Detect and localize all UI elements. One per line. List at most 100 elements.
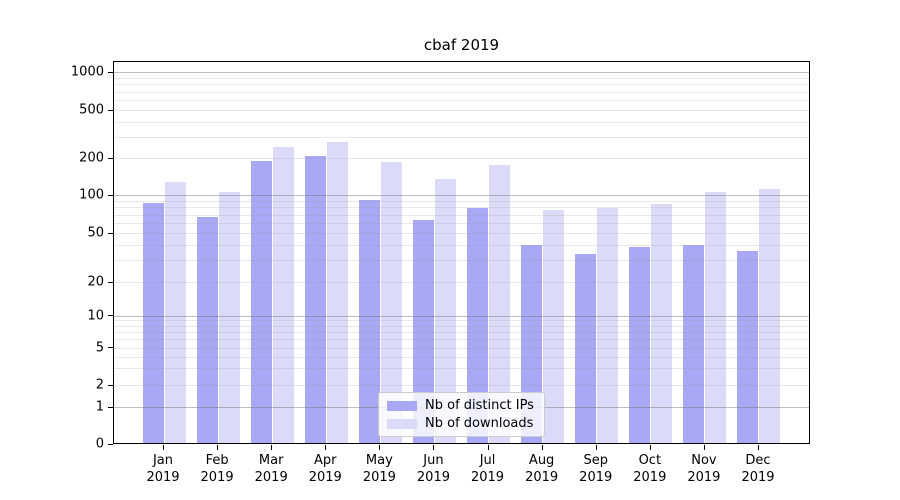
y-gridline (114, 385, 809, 386)
x-tick-label: Jun 2019 (416, 453, 450, 485)
y-gridline (114, 339, 809, 341)
legend: Nb of distinct IPs Nb of downloads (378, 392, 545, 437)
y-gridline (114, 214, 809, 216)
y-axis-tick (108, 406, 113, 408)
bar-distinct-ips-feb (196, 216, 218, 443)
bar-downloads-feb (218, 191, 240, 443)
y-gridline (114, 100, 809, 101)
bar-downloads-aug (543, 209, 565, 443)
y-gridline (114, 72, 809, 73)
y-tick-label: 1000 (70, 64, 104, 80)
bar-distinct-ips-oct (629, 246, 651, 443)
bar-downloads-apr (326, 142, 348, 443)
y-axis-tick (108, 281, 113, 283)
y-gridline (114, 91, 809, 93)
y-gridline (114, 320, 809, 322)
bar-downloads-jun (434, 178, 456, 443)
x-axis-tick (217, 445, 219, 450)
bar-downloads-jan (164, 182, 186, 443)
bar-downloads-oct (651, 204, 673, 443)
chart-title: cbaf 2019 (423, 36, 500, 54)
x-tick-label: Oct 2019 (633, 453, 667, 485)
y-gridline (114, 331, 809, 333)
y-gridline (114, 200, 809, 202)
x-tick-label: Sep 2019 (579, 453, 613, 485)
x-tick-label: May 2019 (362, 453, 396, 485)
x-axis-tick (163, 445, 164, 450)
x-tick-label: Jan 2019 (146, 453, 180, 485)
y-gridline (114, 368, 809, 370)
y-gridline (114, 84, 809, 86)
y-axis-tick (108, 347, 113, 348)
y-axis-tick (108, 443, 113, 445)
x-axis-tick (757, 445, 759, 450)
y-tick-label: 2 (95, 377, 104, 393)
y-gridline (114, 223, 809, 224)
legend-label-downloads: Nb of downloads (425, 416, 534, 431)
bar-downloads-jul (489, 165, 511, 443)
bar-distinct-ips-jun (412, 220, 434, 443)
x-axis-tick (595, 445, 597, 450)
x-axis-tick (433, 445, 435, 450)
y-gridline (114, 195, 809, 196)
y-gridline (114, 260, 809, 262)
y-tick-label: 200 (79, 150, 104, 166)
y-gridline (114, 356, 809, 358)
legend-swatch-distinct-ips (387, 400, 417, 411)
y-gridline (114, 282, 809, 283)
y-tick-label: 10 (87, 308, 104, 323)
x-tick-label: Apr 2019 (308, 453, 342, 485)
y-axis-tick (108, 232, 113, 234)
y-tick-label: 5 (95, 340, 104, 355)
y-axis-tick (108, 194, 113, 196)
y-gridline (114, 315, 809, 317)
bar-distinct-ips-apr (304, 156, 326, 443)
bar-distinct-ips-mar (250, 161, 272, 443)
x-tick-label: Jul 2019 (470, 453, 505, 485)
x-axis-tick (487, 445, 489, 450)
y-gridline (114, 158, 809, 159)
x-tick-label: Nov 2019 (687, 453, 721, 485)
y-gridline (114, 347, 809, 349)
y-gridline (114, 325, 809, 327)
bar-downloads-may (380, 162, 402, 443)
x-axis-tick (703, 445, 705, 450)
bar-distinct-ips-sep (575, 254, 597, 443)
x-tick-label: Mar 2019 (254, 453, 288, 485)
bar-downloads-dec (759, 188, 781, 443)
legend-swatch-downloads (387, 418, 417, 429)
y-tick-label: 1 (95, 399, 104, 415)
y-gridline (114, 77, 809, 79)
bar-downloads-nov (705, 191, 727, 443)
legend-label-distinct-ips: Nb of distinct IPs (425, 398, 534, 413)
y-gridline (114, 233, 809, 234)
y-gridline (114, 110, 809, 111)
y-gridline (114, 121, 809, 123)
y-gridline (114, 136, 809, 138)
bar-distinct-ips-dec (737, 251, 759, 443)
x-tick-label: Aug 2019 (525, 453, 559, 485)
y-axis-tick (108, 315, 113, 316)
y-tick-label: 20 (87, 274, 104, 290)
y-tick-label: 500 (79, 102, 104, 118)
y-axis-tick (108, 71, 113, 73)
bar-downloads-sep (597, 208, 619, 443)
x-tick-label: Feb 2019 (200, 453, 234, 485)
y-gridline (114, 207, 809, 209)
bar-downloads-mar (272, 147, 294, 443)
legend-item-downloads: Nb of downloads (387, 416, 536, 431)
x-axis-tick (379, 445, 381, 450)
y-tick-label: 0 (95, 436, 104, 452)
legend-item-distinct-ips: Nb of distinct IPs (387, 398, 536, 413)
y-gridline (114, 244, 809, 246)
y-axis-tick (108, 384, 113, 386)
x-axis-tick (541, 445, 543, 450)
x-axis-tick (271, 445, 273, 450)
x-axis-tick (649, 445, 651, 450)
y-axis-tick (108, 157, 113, 159)
bar-distinct-ips-nov (683, 245, 705, 443)
x-tick-label: Dec 2019 (741, 453, 775, 485)
y-axis-tick (108, 109, 113, 111)
plot-area (113, 61, 810, 444)
